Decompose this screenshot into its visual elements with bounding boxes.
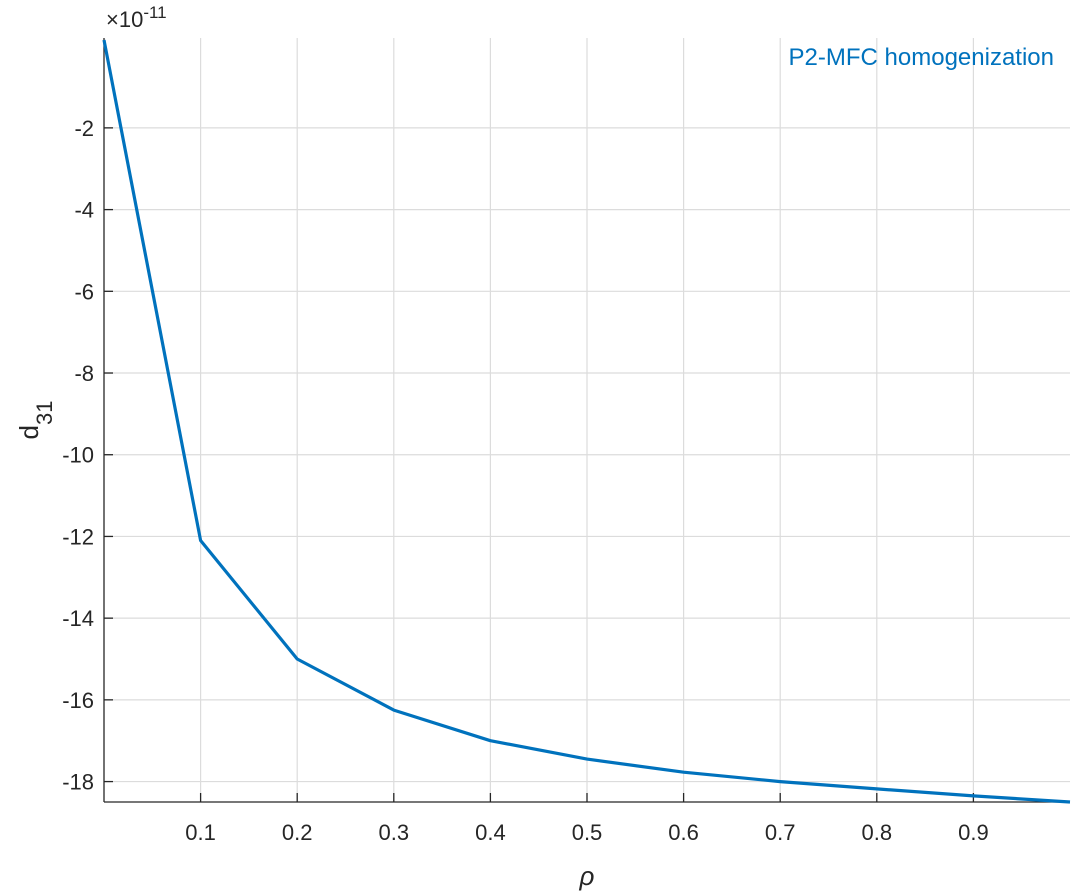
exponent-power: -11	[143, 3, 166, 22]
x-tick-label: 0.3	[379, 820, 410, 845]
y-tick-label: -10	[62, 443, 94, 468]
x-axis-ticks: 0.1 0.2 0.3 0.4 0.5 0.6 0.7 0.8 0.9	[185, 793, 989, 845]
grid	[104, 38, 1070, 802]
y-tick-label: -14	[62, 606, 94, 631]
x-tick-label: 0.2	[282, 820, 313, 845]
y-tick-label: -16	[62, 688, 94, 713]
series-line-0	[102, 39, 1071, 804]
y-axis-label-main: d	[14, 425, 44, 439]
x-tick-label: 0.8	[862, 820, 893, 845]
y-tick-label: -4	[74, 198, 94, 223]
y-tick-label: -2	[74, 116, 94, 141]
x-tick-label: 0.7	[765, 820, 796, 845]
x-tick-label: 0.9	[958, 820, 989, 845]
exponent-prefix: ×10	[106, 7, 143, 32]
y-tick-label: -8	[74, 361, 94, 386]
y-tick-label: -6	[74, 279, 94, 304]
legend-entry: P2-MFC homogenization	[789, 44, 1054, 71]
y-axis-ticks: -18 -16 -14 -12 -10 -8 -6 -4 -2	[62, 116, 113, 795]
y-axis-label: d31	[14, 401, 57, 440]
x-tick-label: 0.5	[572, 820, 603, 845]
y-tick-label: -18	[62, 770, 94, 795]
x-tick-label: 0.1	[185, 820, 216, 845]
series-group	[102, 39, 1071, 804]
x-tick-label: 0.4	[475, 820, 506, 845]
y-axis-label-subscript: 31	[32, 401, 57, 425]
y-tick-label: -12	[62, 524, 94, 549]
x-tick-label: 0.6	[668, 820, 699, 845]
x-axis-label: ρ	[579, 861, 595, 891]
exponent-label: ×10-11	[106, 3, 167, 32]
